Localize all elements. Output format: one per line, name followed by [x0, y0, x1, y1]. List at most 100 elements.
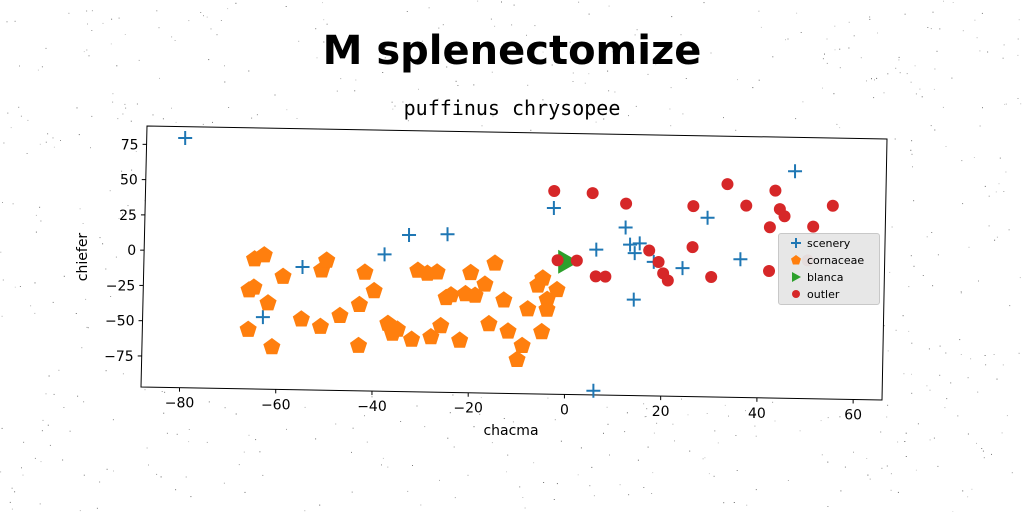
x-tick-label: 40: [748, 406, 766, 422]
noise-dot: [881, 467, 883, 469]
noise-dot: [511, 24, 513, 26]
noise-dot: [912, 166, 913, 168]
noise-dot: [915, 469, 917, 471]
noise-dot: [822, 87, 823, 89]
noise-dot: [118, 17, 120, 19]
noise-dot: [227, 8, 229, 10]
noise-dot: [890, 473, 892, 475]
noise-dot: [745, 410, 746, 412]
noise-dot: [708, 473, 710, 475]
noise-dot: [950, 382, 952, 384]
noise-dot: [628, 494, 630, 496]
noise-dot: [671, 16, 673, 18]
noise-dot: [608, 90, 610, 92]
noise-dot: [0, 471, 2, 473]
noise-dot: [102, 243, 104, 245]
noise-dot: [982, 450, 984, 452]
noise-dot: [188, 20, 190, 22]
cornaceae-point: [356, 263, 374, 280]
noise-dot: [937, 465, 939, 467]
cornaceae-point: [428, 263, 446, 280]
noise-dot: [75, 313, 77, 314]
noise-dot: [316, 57, 318, 59]
noise-dot: [423, 46, 425, 48]
noise-dot: [534, 25, 536, 27]
noise-dot: [886, 465, 888, 467]
noise-dot: [185, 476, 187, 478]
noise-dot: [651, 493, 653, 494]
noise-dot: [1008, 229, 1010, 231]
noise-dot: [206, 441, 208, 443]
noise-dot: [1017, 38, 1019, 40]
noise-dot: [53, 393, 55, 395]
noise-dot: [53, 146, 55, 148]
noise-dot: [112, 419, 114, 421]
noise-dot: [897, 441, 899, 443]
noise-dot: [90, 147, 91, 149]
noise-dot: [420, 504, 422, 506]
noise-dot: [105, 370, 107, 372]
noise-dot: [930, 28, 932, 30]
noise-dot: [569, 41, 571, 43]
noise-dot: [926, 385, 928, 387]
outler-point: [778, 210, 791, 223]
noise-dot: [957, 415, 959, 417]
noise-dot: [110, 296, 112, 297]
noise-dot: [1020, 103, 1022, 105]
x-tick-label: 20: [652, 404, 670, 420]
noise-dot: [670, 125, 672, 127]
noise-dot: [412, 465, 413, 466]
noise-dot: [962, 30, 964, 32]
noise-dot: [79, 510, 81, 512]
chart-subtitle: puffinus chrysopee: [403, 96, 621, 120]
noise-dot: [869, 18, 871, 20]
noise-dot: [14, 491, 16, 493]
noise-dot: [626, 412, 628, 414]
y-tick-label: 25: [119, 208, 137, 224]
noise-dot: [34, 457, 36, 459]
noise-dot: [116, 65, 118, 67]
noise-dot: [335, 423, 337, 425]
noise-dot: [85, 252, 87, 254]
noise-dot: [251, 117, 253, 119]
noise-dot: [646, 408, 648, 410]
noise-dot: [9, 501, 11, 503]
noise-dot: [886, 416, 888, 418]
noise-dot: [737, 79, 738, 81]
noise-dot: [491, 71, 493, 73]
noise-dot: [166, 432, 168, 434]
noise-dot: [917, 423, 919, 425]
noise-dot: [371, 396, 373, 398]
x-tick-label: 60: [844, 407, 862, 423]
noise-dot: [939, 374, 941, 376]
noise-dot: [553, 499, 555, 500]
legend-item-blanca: blanca: [785, 269, 844, 285]
scenery-point: [626, 292, 641, 307]
noise-dot: [785, 39, 786, 41]
noise-dot: [60, 140, 61, 141]
noise-dot: [19, 65, 20, 67]
noise-dot: [951, 77, 953, 79]
noise-dot: [996, 236, 998, 238]
noise-dot: [826, 62, 828, 64]
noise-dot: [647, 446, 649, 448]
noise-dot: [967, 496, 969, 498]
cornaceae-point: [462, 263, 480, 281]
noise-dot: [922, 275, 924, 276]
noise-dot: [467, 474, 469, 476]
noise-dot: [689, 450, 691, 452]
scenery-point: [377, 247, 392, 262]
noise-dot: [35, 214, 37, 216]
noise-dot: [624, 431, 626, 433]
noise-dot: [943, 0, 944, 2]
scenery-point: [295, 260, 310, 275]
noise-dot: [593, 495, 595, 497]
scenery-point: [440, 227, 455, 242]
outler-point: [807, 220, 820, 233]
noise-dot: [45, 393, 47, 395]
noise-dot: [609, 454, 610, 456]
noise-dot: [802, 101, 804, 103]
noise-dot: [839, 127, 841, 129]
noise-dot: [883, 92, 885, 94]
noise-dot: [22, 474, 24, 476]
